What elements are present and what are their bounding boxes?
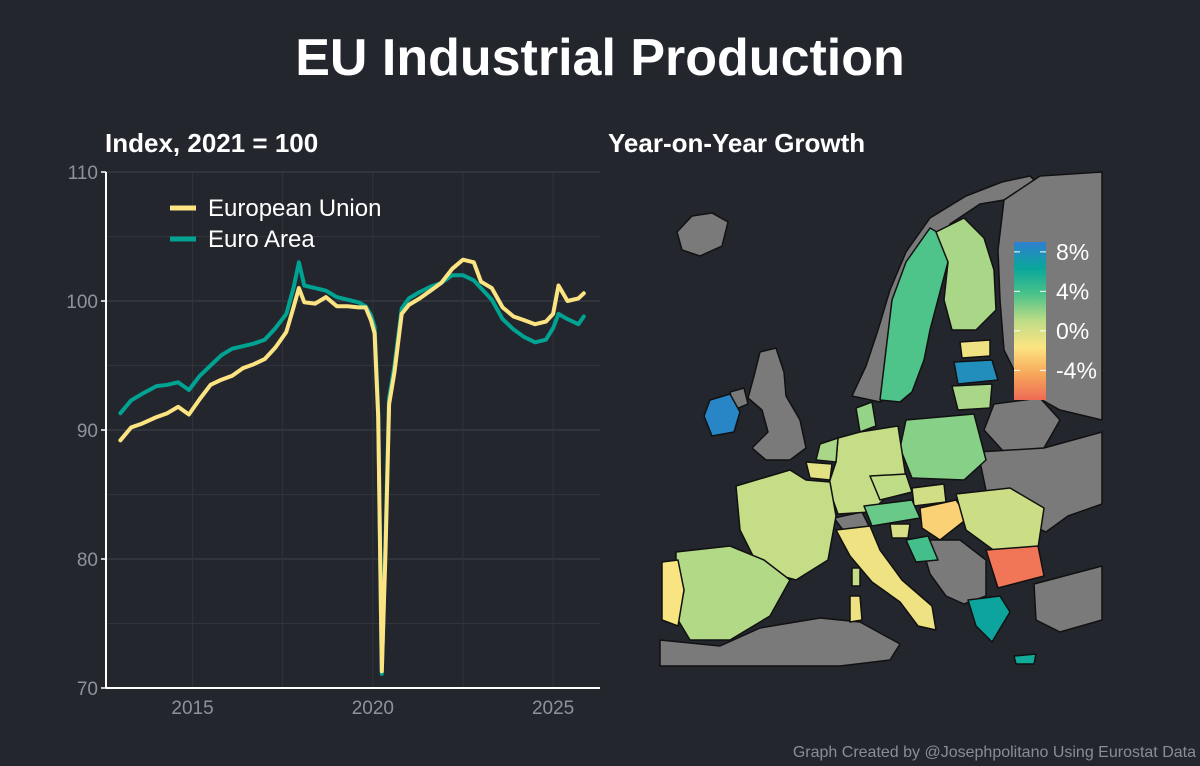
region-netherlands (815, 437, 839, 463)
region-denmark (855, 401, 877, 433)
scale-tick-label: 8% (1056, 239, 1089, 265)
y-tick-label: 70 (77, 679, 98, 700)
region-corsica (851, 567, 861, 587)
series-lines (118, 257, 586, 676)
x-tick-label: 2025 (532, 698, 574, 719)
region-germany (827, 425, 907, 515)
region-belgium (805, 461, 833, 481)
y-axis-ticks: 70 80 90 100 110 (66, 163, 106, 700)
region-latvia (953, 359, 999, 385)
y-tick-label: 100 (66, 292, 98, 313)
region-sweden (879, 227, 949, 403)
x-tick-label: 2015 (171, 698, 213, 719)
region-greece (967, 595, 1011, 643)
map-title: Year-on-Year Growth (608, 128, 866, 158)
x-axis-ticks: 2015 2020 2025 (171, 698, 574, 719)
region-estonia (959, 339, 991, 359)
region-belarus (983, 397, 1061, 453)
region-slovenia (889, 523, 911, 539)
region-lithuania (951, 383, 993, 411)
legend: European Union Euro Area (170, 195, 381, 253)
line-chart-title: Index, 2021 = 100 (105, 128, 319, 158)
gridlines (106, 171, 600, 689)
scale-tick-label: 0% (1056, 318, 1089, 344)
region-italy (835, 525, 937, 631)
series-line-european-union (118, 257, 586, 674)
region-croatia (905, 535, 939, 563)
y-tick-label: 110 (68, 163, 98, 184)
region-bulgaria (985, 545, 1045, 589)
region-finland (935, 217, 997, 331)
region-north-africa (659, 617, 901, 667)
legend-label-european-union: European Union (208, 195, 381, 222)
region-portugal (661, 559, 685, 627)
y-tick-label: 90 (77, 421, 98, 442)
scale-tick-label: 4% (1056, 278, 1089, 304)
region-sardinia (849, 595, 863, 623)
region-france (735, 469, 837, 581)
region-turkey (1033, 565, 1103, 633)
scale-tick-label: -4% (1056, 357, 1097, 383)
line-chart: 70 80 90 100 110 2015 2020 2025 European Union… (66, 163, 600, 719)
main-title: EU Industrial Production (295, 29, 905, 87)
region-cyprus (1013, 653, 1037, 665)
region-hungary (919, 499, 969, 541)
color-scale-bar (1014, 242, 1046, 400)
region-iceland (676, 212, 729, 257)
legend-label-euro-area: Euro Area (208, 226, 315, 253)
x-tick-label: 2020 (352, 698, 394, 719)
region-uk (747, 347, 807, 461)
y-tick-label: 80 (77, 550, 98, 571)
region-ireland (703, 393, 741, 437)
region-austria (863, 499, 921, 527)
color-scale-ticks: 8% 4% 0% -4% (1014, 239, 1097, 383)
region-poland (899, 413, 987, 481)
credit-text: Graph Created by @Josephpolitano Using E… (792, 744, 1196, 761)
